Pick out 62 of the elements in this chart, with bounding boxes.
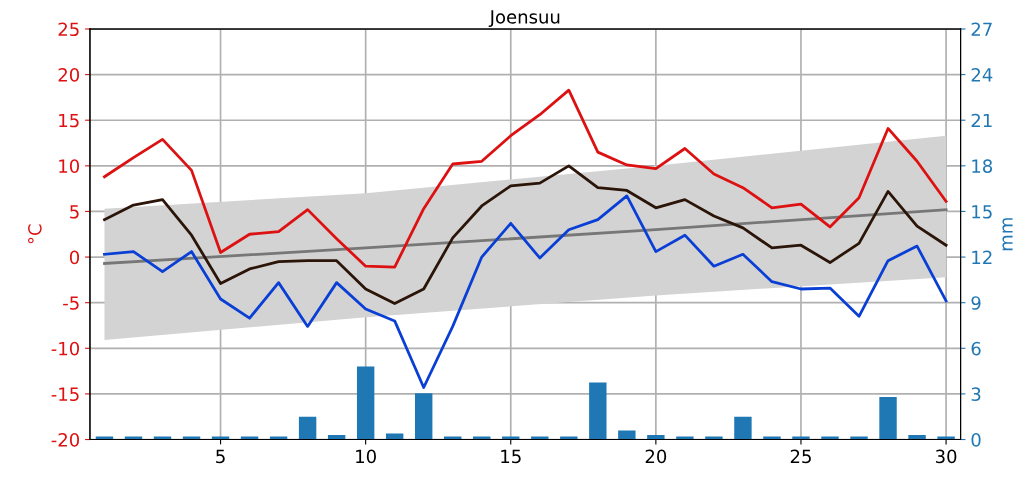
y2-tick-label: 12: [972, 250, 992, 264]
bar: [937, 436, 955, 440]
y2-tick-label: 0: [971, 432, 981, 447]
x-tick-label: 10: [356, 449, 376, 464]
y-tick-label: 5: [70, 205, 79, 219]
x-tick-label: 25: [790, 449, 811, 464]
x-tick-label: 30: [935, 449, 957, 464]
bar: [356, 366, 375, 440]
x-tick-label: 15: [501, 449, 521, 464]
bar: [647, 434, 665, 440]
y2-tick-label: 18: [972, 159, 993, 173]
bar: [792, 436, 810, 440]
y2-tick-label: 21: [971, 113, 992, 128]
bar: [153, 436, 172, 440]
bar: [298, 416, 317, 440]
y-axis-title: °C: [28, 224, 42, 244]
bar: [734, 416, 752, 440]
y2-tick-label: 15: [972, 205, 992, 219]
bar: [444, 436, 462, 440]
bar: [821, 436, 839, 440]
bar: [850, 436, 868, 440]
line-series: [103, 164, 948, 305]
line-series: [103, 88, 948, 269]
y2-axis-title: mm: [1002, 218, 1013, 251]
bar: [560, 436, 578, 440]
y-tick-label: 25: [58, 22, 79, 37]
y2-tick-label: 24: [971, 68, 993, 82]
y-tick-label: 20: [58, 68, 80, 82]
bar: [211, 436, 230, 440]
bar: [182, 436, 201, 440]
bar: [240, 436, 259, 440]
bar: [879, 396, 897, 440]
bar: [589, 382, 607, 440]
bar: [269, 436, 288, 440]
bar: [618, 430, 636, 440]
y-tick-label: 0: [69, 250, 80, 265]
bar: [473, 436, 491, 440]
bar: [95, 436, 114, 440]
y-tick-label: -20: [51, 432, 80, 447]
bar: [908, 434, 926, 440]
y2-tick-label: 9: [971, 296, 981, 310]
bar: [385, 433, 404, 440]
line-series: [103, 194, 948, 389]
y-tick-label: -10: [51, 341, 80, 356]
x-tick-label: 5: [216, 449, 225, 464]
bar: [763, 436, 781, 440]
bar: [676, 436, 694, 440]
y-tick-label: -15: [51, 387, 79, 402]
y2-tick-label: 27: [971, 22, 992, 36]
y2-tick-label: 6: [971, 341, 981, 356]
x-tick-label: 20: [645, 449, 667, 464]
bar: [705, 436, 723, 440]
bar: [124, 436, 143, 440]
y-tick-label: 10: [59, 159, 80, 173]
y2-tick-label: 3: [971, 387, 981, 402]
y-tick-label: -5: [63, 296, 79, 310]
bar: [414, 393, 433, 440]
chart-title: Joensuu: [488, 10, 560, 28]
line-series: [103, 208, 948, 265]
bar: [531, 436, 549, 440]
bar: [502, 436, 520, 440]
y-tick-label: 15: [59, 113, 79, 128]
